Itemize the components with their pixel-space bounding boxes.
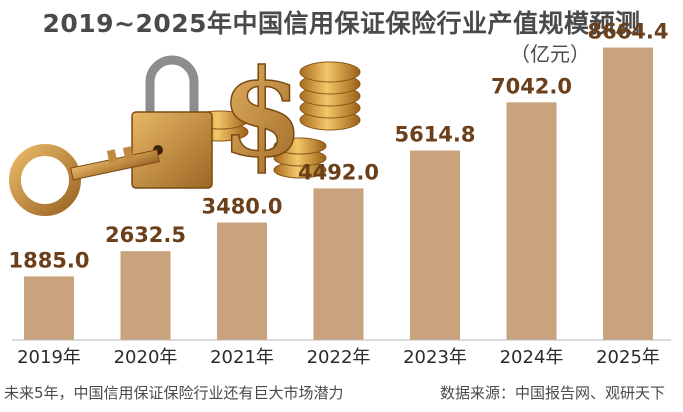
- x-tick-labels: 2019年 2020年 2021年 2022年 2023年 2024年 2025年: [17, 347, 660, 368]
- bars-group: 1885.0 2632.5 3480.0 4492.0 5614.8 7042.0 8664…: [8, 20, 669, 341]
- bar-value-label: 8664.4: [587, 20, 668, 44]
- bar-value-label: 3480.0: [201, 195, 282, 219]
- footnote: 未来5年，中国信用保证保险行业还有巨大市场潜力: [4, 384, 344, 402]
- bar-2021年: [217, 222, 267, 340]
- bar-2019年: [24, 276, 74, 340]
- bar-chart: $ 1885.0 2632.5 3480.0 4492.0 5614.8 7042.0 86…: [8, 20, 671, 368]
- x-tick-label: 2025年: [596, 347, 660, 368]
- bar-value-label: 5614.8: [394, 123, 475, 147]
- bar-2022年: [313, 188, 364, 340]
- bar-2020年: [120, 251, 171, 340]
- chart-title: 2019~2025年中国信用保证保险行业产值规模预测: [42, 9, 641, 38]
- x-tick-label: 2019年: [17, 347, 81, 368]
- bar-2023年: [410, 150, 460, 340]
- bar-value-label: 4492.0: [298, 160, 379, 184]
- bar-value-label: 1885.0: [8, 248, 89, 272]
- bar-2024年: [506, 102, 557, 341]
- source-note: 数据来源：中国报告网、观研天下: [440, 384, 666, 402]
- x-tick-label: 2020年: [114, 347, 178, 368]
- x-tick-label: 2023年: [403, 347, 467, 368]
- bar-value-label: 2632.5: [105, 223, 186, 247]
- bar-2025年: [603, 47, 653, 340]
- unit-label: （亿元）: [510, 42, 590, 66]
- x-tick-label: 2021年: [210, 347, 274, 368]
- bar-value-label: 7042.0: [491, 74, 572, 98]
- x-tick-label: 2024年: [500, 347, 564, 368]
- x-tick-label: 2022年: [307, 347, 371, 368]
- padlock-key-dollar-coins-illustration: $: [9, 42, 361, 216]
- svg-text:$: $: [220, 43, 304, 184]
